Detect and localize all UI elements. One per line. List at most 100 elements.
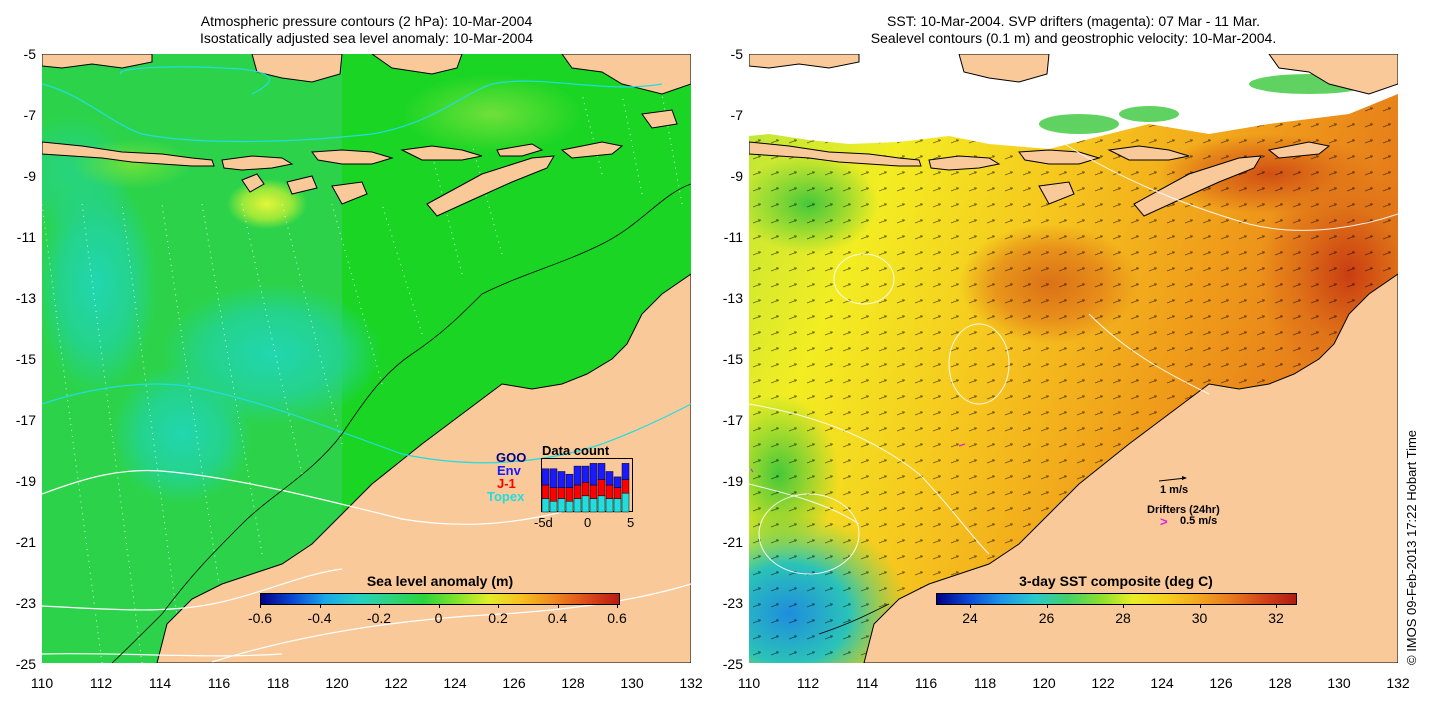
island-chain-sst (749, 54, 1398, 217)
x-tick-label: 126 (1209, 675, 1233, 691)
sst-colorbar-tick: 30 (1191, 610, 1208, 626)
data-count-bar-env (605, 471, 614, 486)
sst-map-svg (749, 54, 1398, 663)
sla-colorbar-tick: -0.4 (307, 610, 332, 626)
data-count-tick: -5d (534, 515, 553, 530)
copyright-notice: © IMOS 09-Feb-2013 17:22 Hobart Time (1404, 429, 1419, 665)
y-tick-label: -25 (722, 656, 743, 672)
legend-label-goo: GOO (496, 450, 527, 465)
cloud-mask (749, 54, 1398, 149)
x-tick-label: 128 (561, 675, 585, 691)
sst-colorbar-tickmark (1199, 604, 1201, 608)
drifter-scale-label: 0.5 m/s (1180, 515, 1218, 527)
legend-label-topex: Topex (487, 489, 525, 504)
sla-colorbar-tickmark (260, 604, 261, 608)
sla-colorbar-tick: 0.2 (488, 610, 508, 626)
sla-colorbar-tick: 0.6 (607, 610, 627, 626)
data-count-bar-env (549, 468, 558, 488)
data-count-tick: 0 (584, 515, 592, 530)
australia-landmass-sst (863, 273, 1398, 663)
x-tick-label: 130 (1327, 675, 1351, 691)
sla-colorbar-tick: -0.6 (247, 610, 273, 626)
data-count-bar-env (565, 473, 574, 488)
x-tick-label: 116 (207, 675, 231, 691)
sla-colorbar-title: Sea level anomaly (m) (366, 573, 514, 589)
y-tick-label: -23 (722, 595, 743, 611)
legend-label-j-1: J-1 (497, 476, 516, 491)
x-tick-label: 114 (855, 675, 879, 691)
sst-colorbar-tick: 24 (962, 610, 978, 626)
sea-level-contours (749, 133, 1398, 575)
pressure-contours (42, 66, 691, 663)
data-count-bar-env (557, 471, 566, 488)
australia-landmass (156, 273, 691, 663)
left-title-line1: Atmospheric pressure contours (2 hPa): 1… (200, 13, 533, 29)
data-count-bar-j1 (557, 487, 566, 499)
y-tick-label: -15 (15, 351, 36, 367)
y-tick-label: -11 (16, 229, 36, 245)
x-tick-label: 112 (796, 675, 820, 691)
sla-colorbar-tick: 0.4 (547, 610, 568, 626)
data-count-bar-j1 (613, 487, 622, 499)
y-tick-label: -17 (15, 412, 36, 428)
y-tick-label: -23 (15, 595, 36, 611)
x-tick-label: 114 (148, 675, 172, 691)
data-count-chart (541, 458, 633, 513)
data-count-bar-env (541, 468, 550, 486)
data-count-bar-j1 (605, 484, 614, 499)
left-title-line2: Isostatically adjusted sea level anomaly… (199, 30, 534, 46)
y-tick-label: -7 (730, 107, 743, 123)
sst-colorbar-tick: 28 (1115, 610, 1131, 626)
svp-drifters (750, 443, 966, 473)
data-count-bar-env (589, 463, 598, 486)
data-count-bar-topex (605, 498, 614, 513)
sla-map-svg (42, 54, 691, 663)
data-count-bar-j1 (541, 484, 550, 499)
velocity-scale-label: 1 m/s (1160, 484, 1189, 496)
x-tick-label: 122 (384, 675, 408, 691)
sla-colorbar-tickmark (557, 604, 559, 608)
sla-colorbar (260, 593, 620, 605)
sst-colorbar (936, 593, 1297, 605)
x-tick-label: 122 (1091, 675, 1115, 691)
sst-patches-north (1039, 62, 1398, 134)
data-count-bar-topex (581, 495, 590, 513)
data-count-bar-topex (621, 492, 630, 513)
data-count-bar-topex (557, 498, 566, 513)
right-title: SST: 10-Mar-2004. SVP drifters (magenta)… (749, 13, 1398, 47)
x-tick-label: 130 (620, 675, 644, 691)
sst-colorbar-tickmark (1123, 604, 1124, 608)
sst-colorbar-tickmark (1276, 604, 1277, 608)
x-tick-label: 124 (1150, 675, 1174, 691)
x-tick-label: 110 (30, 675, 54, 691)
data-count-bar-topex (565, 500, 574, 513)
sst-colorbar-tick: 26 (1038, 610, 1055, 626)
x-tick-label: 124 (443, 675, 467, 691)
data-count-bar-topex (589, 498, 598, 513)
drifters-label: Drifters (24hr) (1147, 504, 1220, 516)
x-tick-label: 120 (325, 675, 349, 691)
sst-map (749, 54, 1398, 663)
y-tick-label: -5 (23, 46, 36, 62)
y-tick-label: -9 (23, 168, 36, 184)
sst-colorbar-tickmark (970, 604, 971, 608)
legend-label-env: Env (497, 463, 521, 478)
x-tick-label: 132 (1386, 675, 1410, 691)
sla-colorbar-tickmark (379, 604, 380, 608)
data-count-bar-topex (597, 495, 606, 513)
y-tick-label: -15 (722, 351, 743, 367)
sla-colorbar-tickmark (617, 604, 618, 608)
sst-colorbar-title: 3-day SST composite (deg C) (1019, 573, 1213, 589)
data-count-bar-topex (541, 498, 550, 513)
data-count-bar-j1 (597, 479, 606, 497)
left-title: Atmospheric pressure contours (2 hPa): 1… (42, 13, 691, 47)
x-tick-label: 110 (737, 675, 761, 691)
y-tick-label: -17 (722, 412, 743, 428)
data-count-bar-topex (549, 500, 558, 513)
data-count-bar-env (597, 463, 606, 480)
sea-level-anomaly-map (42, 54, 691, 663)
x-tick-label: 126 (502, 675, 526, 691)
altimeter-tracks (42, 93, 683, 663)
y-tick-label: -21 (15, 534, 36, 550)
x-tick-label: 132 (679, 675, 703, 691)
